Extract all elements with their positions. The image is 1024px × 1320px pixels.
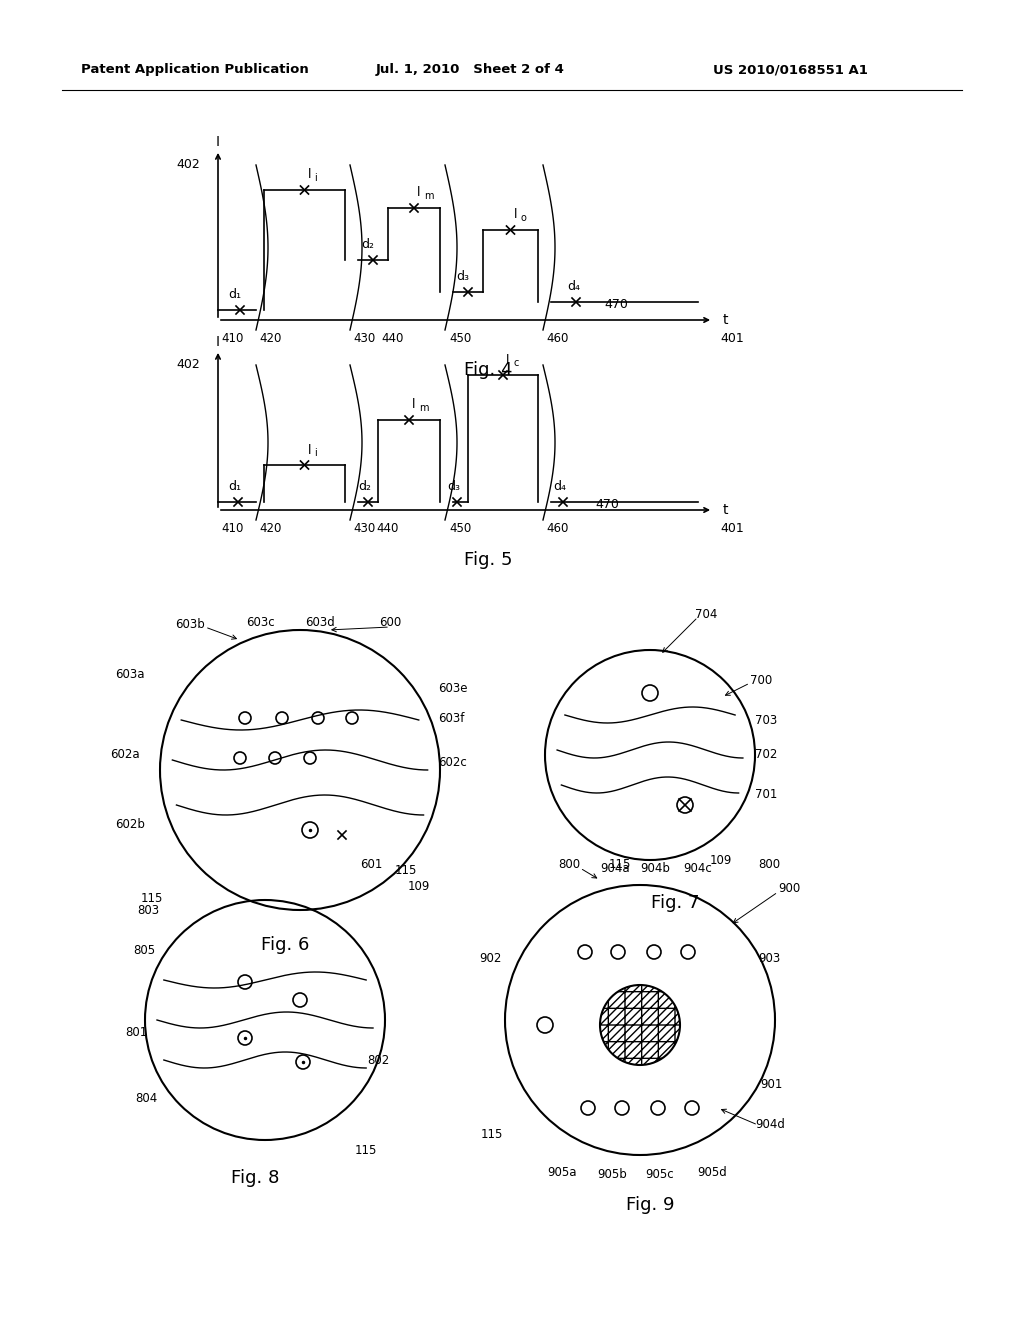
Text: d₂: d₂ — [358, 479, 372, 492]
Text: 805: 805 — [133, 944, 155, 957]
Text: 603a: 603a — [116, 668, 145, 681]
Text: 703: 703 — [755, 714, 777, 726]
Text: Fig. 5: Fig. 5 — [464, 550, 512, 569]
Text: 602c: 602c — [438, 755, 467, 768]
Text: 600: 600 — [379, 615, 401, 628]
Text: 401: 401 — [720, 331, 743, 345]
Text: 420: 420 — [260, 521, 283, 535]
Text: 904c: 904c — [684, 862, 713, 874]
Text: d₃: d₃ — [447, 479, 461, 492]
Text: d₄: d₄ — [554, 479, 566, 492]
Text: 603e: 603e — [438, 681, 468, 694]
Text: 901: 901 — [760, 1078, 782, 1092]
Text: Fig. 8: Fig. 8 — [230, 1170, 280, 1187]
Text: 800: 800 — [758, 858, 780, 871]
Text: 470: 470 — [595, 499, 618, 511]
Text: 450: 450 — [449, 521, 471, 535]
Text: 902: 902 — [479, 952, 502, 965]
Text: 115: 115 — [609, 858, 631, 871]
Text: 430: 430 — [354, 521, 376, 535]
Text: 900: 900 — [778, 882, 800, 895]
Text: 904a: 904a — [600, 862, 630, 874]
Text: 903: 903 — [758, 952, 780, 965]
Text: l: l — [412, 399, 416, 412]
Text: 115: 115 — [141, 891, 163, 904]
Text: m: m — [419, 403, 428, 413]
Text: i: i — [314, 447, 317, 458]
Text: 602b: 602b — [115, 818, 145, 832]
Text: I: I — [216, 335, 220, 348]
Text: l: l — [513, 209, 517, 222]
Text: t: t — [723, 313, 728, 327]
Text: 904b: 904b — [640, 862, 670, 874]
Text: 115: 115 — [355, 1143, 378, 1156]
Text: 804: 804 — [135, 1092, 158, 1105]
Text: 460: 460 — [547, 331, 569, 345]
Text: 603b: 603b — [175, 619, 205, 631]
Text: 803: 803 — [137, 903, 159, 916]
Text: 700: 700 — [750, 673, 772, 686]
Text: Fig. 4: Fig. 4 — [464, 360, 512, 379]
Text: l: l — [506, 354, 510, 367]
Text: 802: 802 — [367, 1053, 389, 1067]
Text: 410: 410 — [222, 331, 244, 345]
Text: 905c: 905c — [646, 1168, 675, 1181]
Text: o: o — [520, 213, 526, 223]
Text: I: I — [216, 135, 220, 149]
Text: 702: 702 — [755, 748, 777, 762]
Text: d₄: d₄ — [567, 280, 581, 293]
Text: 603f: 603f — [438, 711, 464, 725]
Text: Fig. 9: Fig. 9 — [626, 1196, 674, 1214]
Text: 109: 109 — [408, 879, 430, 892]
Text: 602a: 602a — [111, 748, 140, 762]
Text: Fig. 7: Fig. 7 — [650, 894, 699, 912]
Text: 109: 109 — [710, 854, 732, 866]
Text: l: l — [417, 186, 421, 199]
Text: d₁: d₁ — [228, 288, 242, 301]
Text: 450: 450 — [449, 331, 471, 345]
Text: 430: 430 — [354, 331, 376, 345]
Text: 603d: 603d — [305, 615, 335, 628]
Text: 603c: 603c — [246, 615, 274, 628]
Text: 905a: 905a — [547, 1166, 577, 1179]
Text: d₁: d₁ — [228, 479, 242, 492]
Text: 115: 115 — [481, 1129, 503, 1142]
Text: US 2010/0168551 A1: US 2010/0168551 A1 — [713, 63, 867, 77]
Text: l: l — [307, 444, 311, 457]
Circle shape — [600, 985, 680, 1065]
Text: 701: 701 — [755, 788, 777, 801]
Text: d₂: d₂ — [361, 238, 375, 251]
Text: 801: 801 — [125, 1026, 147, 1039]
Text: c: c — [513, 358, 518, 368]
Text: 704: 704 — [695, 609, 718, 622]
Text: 115: 115 — [395, 863, 418, 876]
Text: 470: 470 — [604, 298, 628, 312]
Text: Jul. 1, 2010   Sheet 2 of 4: Jul. 1, 2010 Sheet 2 of 4 — [376, 63, 564, 77]
Text: 460: 460 — [547, 521, 569, 535]
Text: l: l — [307, 169, 311, 181]
Text: Fig. 6: Fig. 6 — [261, 936, 309, 954]
Text: Patent Application Publication: Patent Application Publication — [81, 63, 309, 77]
Text: 800: 800 — [558, 858, 580, 871]
Text: 402: 402 — [176, 359, 200, 371]
Text: 401: 401 — [720, 521, 743, 535]
Text: t: t — [723, 503, 728, 517]
Text: 440: 440 — [382, 331, 404, 345]
Text: 601: 601 — [360, 858, 382, 871]
Text: 410: 410 — [222, 521, 244, 535]
Text: d₃: d₃ — [457, 269, 469, 282]
Text: 905b: 905b — [597, 1168, 627, 1181]
Text: 420: 420 — [260, 331, 283, 345]
Text: m: m — [424, 191, 433, 201]
Text: 440: 440 — [377, 521, 399, 535]
Text: i: i — [314, 173, 317, 183]
Text: 905d: 905d — [697, 1166, 727, 1179]
Text: 402: 402 — [176, 158, 200, 172]
Text: 904d: 904d — [755, 1118, 784, 1131]
